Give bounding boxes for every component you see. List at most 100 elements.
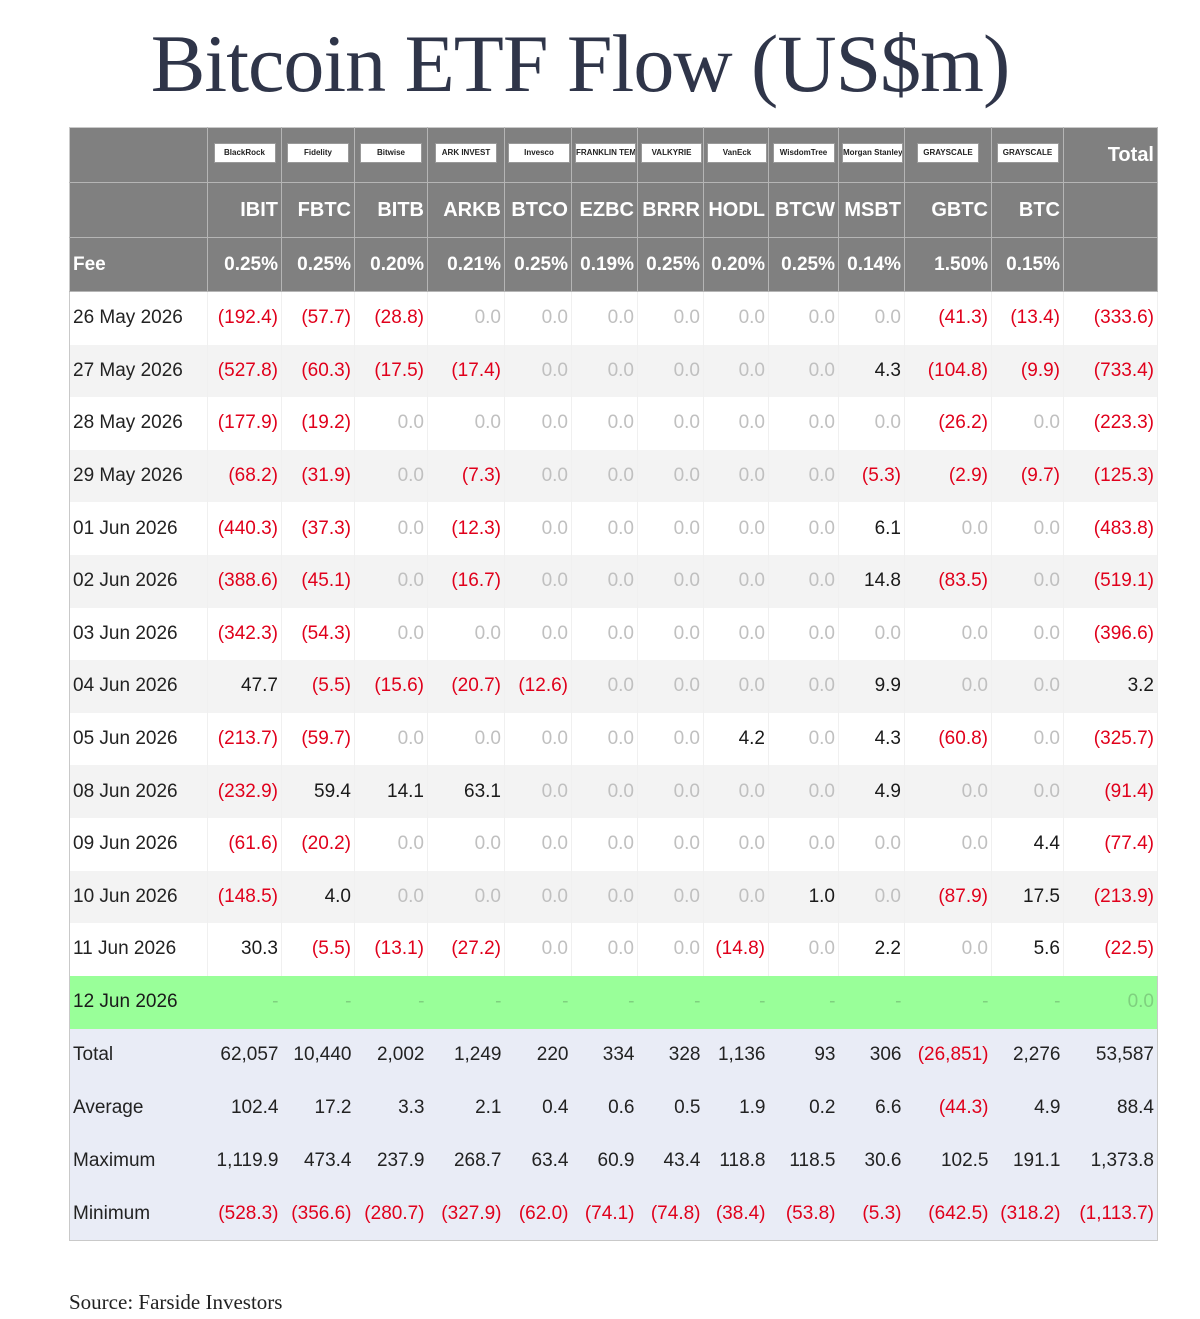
today-value: - <box>281 975 355 1029</box>
flow-value: (41.3) <box>904 291 992 345</box>
flow-value: 0.0 <box>637 554 704 608</box>
table-row: 29 May 2026 (68.2) (31.9) 0.0 (7.3) 0.0 0.0 0.0… <box>69 449 1158 503</box>
fee-gbtc: 1.50% <box>904 237 992 292</box>
ticker-ezbc: EZBC <box>571 182 638 238</box>
ticker-btcw: BTCW <box>768 182 839 238</box>
flow-value: (342.3) <box>207 607 282 661</box>
flow-value: 0.0 <box>427 870 505 924</box>
stats-value: (528.3) <box>207 1187 282 1241</box>
stats-value: 1,136 <box>703 1028 769 1082</box>
ticker-ibit: IBIT <box>207 182 282 238</box>
fund-logo-cell: Fidelity <box>281 127 355 183</box>
stats-value: 93 <box>768 1028 839 1082</box>
flow-value: 0.0 <box>504 554 572 608</box>
row-date: 27 May 2026 <box>69 344 208 398</box>
flow-value: 0.0 <box>768 660 839 713</box>
stats-value: 2,002 <box>354 1028 428 1082</box>
flow-value: 0.0 <box>838 607 905 661</box>
flow-value: 4.2 <box>703 712 769 766</box>
flow-value: 4.9 <box>838 765 905 818</box>
row-date: 03 Jun 2026 <box>69 607 208 661</box>
stats-value: (44.3) <box>904 1081 992 1135</box>
stats-value: 53,587 <box>1063 1028 1158 1082</box>
flow-value: (60.8) <box>904 712 992 766</box>
stats-value: (280.7) <box>354 1187 428 1241</box>
fee-fbtc: 0.25% <box>281 237 355 292</box>
flow-value: (483.8) <box>1063 502 1158 555</box>
stats-value: 2.1 <box>427 1081 505 1135</box>
flow-value: 0.0 <box>768 923 839 976</box>
stats-value: 3.3 <box>354 1081 428 1135</box>
flow-value: (2.9) <box>904 449 992 503</box>
today-value: - <box>703 975 769 1029</box>
ticker-fbtc: FBTC <box>281 182 355 238</box>
flow-value: (396.6) <box>1063 607 1158 661</box>
flow-value: (519.1) <box>1063 554 1158 608</box>
row-date: 28 May 2026 <box>69 397 208 450</box>
stats-value: 118.5 <box>768 1134 839 1188</box>
flow-value: 0.0 <box>354 870 428 924</box>
today-row: 12 Jun 2026- - - - - - - - - - - -0.0 <box>69 975 1158 1029</box>
flow-value: 0.0 <box>354 449 428 503</box>
flow-value: 0.0 <box>354 607 428 661</box>
flow-value: 4.3 <box>838 712 905 766</box>
stats-value: 118.8 <box>703 1134 769 1188</box>
stats-value: 102.5 <box>904 1134 992 1188</box>
flow-value: 0.0 <box>354 502 428 555</box>
flow-value: 0.0 <box>991 660 1064 713</box>
flow-value: (60.3) <box>281 344 355 398</box>
flow-value: 0.0 <box>504 817 572 871</box>
flow-value: 0.0 <box>904 817 992 871</box>
table-row: 08 Jun 2026 (232.9) 59.4 14.1 63.1 0.0 0.0 0.0 0… <box>69 765 1158 818</box>
flow-value: 0.0 <box>768 502 839 555</box>
stats-label: Minimum <box>69 1187 208 1241</box>
flow-value: (9.9) <box>991 344 1064 398</box>
today-value: - <box>427 975 505 1029</box>
flow-value: (223.3) <box>1063 397 1158 450</box>
flow-value: 0.0 <box>768 344 839 398</box>
fund-logo-cell: GRAYSCALE <box>991 127 1064 183</box>
stats-value: 306 <box>838 1028 905 1082</box>
flow-value: 47.7 <box>207 660 282 713</box>
row-date: 10 Jun 2026 <box>69 870 208 924</box>
flow-value: (333.6) <box>1063 291 1158 345</box>
stats-value: 191.1 <box>991 1134 1064 1188</box>
flow-value: (9.7) <box>991 449 1064 503</box>
flow-value: (14.8) <box>703 923 769 976</box>
flow-value: 0.0 <box>703 502 769 555</box>
flow-value: 0.0 <box>838 817 905 871</box>
stats-value: 62,057 <box>207 1028 282 1082</box>
flow-value: 0.0 <box>354 712 428 766</box>
flow-value: 0.0 <box>703 817 769 871</box>
table-row: 28 May 2026 (177.9) (19.2) 0.0 0.0 0.0 0.0 0.0 0… <box>69 397 1158 450</box>
today-value: - <box>637 975 704 1029</box>
stats-label: Total <box>69 1028 208 1082</box>
ticker-bitb: BITB <box>354 182 428 238</box>
stats-value: 2,276 <box>991 1028 1064 1082</box>
source-note: Source: Farside Investors <box>69 1290 283 1314</box>
header-corner-cell <box>69 127 208 183</box>
fund-logo-cell: BlackRock <box>207 127 282 183</box>
ticker-brrr: BRRR <box>637 182 704 238</box>
etf-flow-table: BlackRock Fidelity Bitwise ARK INVEST Invesc… <box>69 127 1158 1241</box>
flow-value: 0.0 <box>637 502 704 555</box>
flow-value: (68.2) <box>207 449 282 503</box>
today-value: - <box>571 975 638 1029</box>
flow-value: 63.1 <box>427 765 505 818</box>
flow-value: 0.0 <box>768 397 839 450</box>
flow-value: 3.2 <box>1063 660 1158 713</box>
stats-row-minimum: Minimum (528.3) (356.6) (280.7) (327.9) (62.0… <box>69 1187 1158 1241</box>
stats-value: 6.6 <box>838 1081 905 1135</box>
flow-value: (177.9) <box>207 397 282 450</box>
fee-arkb: 0.21% <box>427 237 505 292</box>
today-value: - <box>838 975 905 1029</box>
stats-value: (1,113.7) <box>1063 1187 1158 1241</box>
flow-value: (31.9) <box>281 449 355 503</box>
stats-value: (74.8) <box>637 1187 704 1241</box>
fund-logo-btco: Invesco <box>508 142 570 163</box>
fund-logo-cell: Morgan Stanley <box>838 127 905 183</box>
fee-ibit: 0.25% <box>207 237 282 292</box>
ticker-corner-cell <box>69 182 208 238</box>
fund-logo-ibit: BlackRock <box>213 142 276 163</box>
flow-value: (87.9) <box>904 870 992 924</box>
